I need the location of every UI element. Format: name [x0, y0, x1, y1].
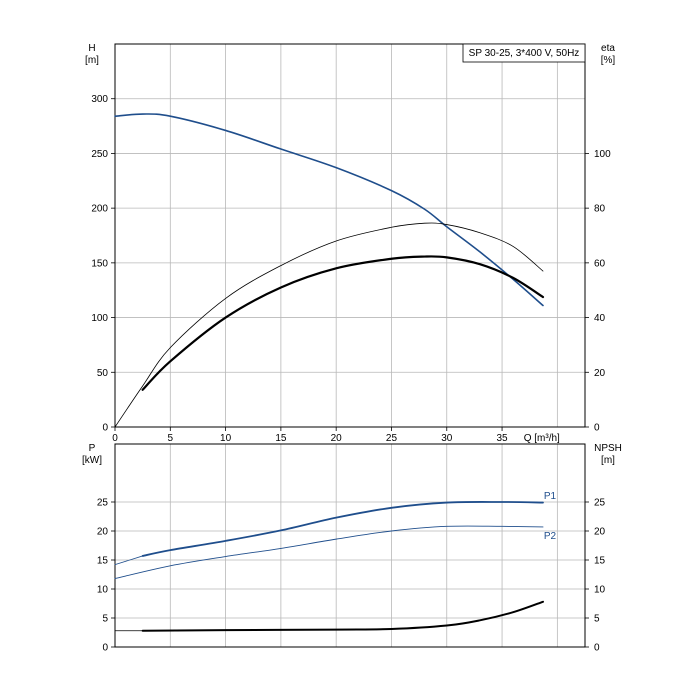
head-panel-left-tick-label: 100: [91, 313, 108, 324]
head-panel-grid: [115, 44, 585, 427]
power-panel-frame: [114, 443, 586, 648]
power-panel-series-line-1: [141, 501, 544, 557]
power-panel-grid: [115, 444, 585, 647]
power-panel-left-tick-label: 0: [102, 643, 108, 654]
x-tick-label: 15: [275, 433, 287, 444]
power-panel-left-tick-label: 15: [97, 556, 109, 567]
power-panel-left-tick-label: 10: [97, 585, 109, 596]
power-panel-right-tick-label: 10: [594, 585, 606, 596]
head-panel-right-tick-label: 20: [594, 368, 606, 379]
head-panel-right-tick-label: 60: [594, 258, 606, 269]
head-panel-series-line-1: [114, 222, 544, 428]
power-panel-right-tick-label: 20: [594, 527, 606, 538]
x-tick-label: 10: [220, 433, 232, 444]
head-panel-left-tick-label: 250: [91, 149, 108, 160]
head-panel-right-tick-label: 0: [594, 423, 600, 434]
head-panel-frame: [114, 43, 586, 428]
power-panel-left-axis-unit: [kW]: [82, 455, 102, 466]
power-panel-left-axis-title: P: [89, 443, 96, 454]
x-axis-title: Q [m³/h]: [524, 433, 560, 444]
head-panel-right-tick-label: 80: [594, 204, 606, 215]
x-tick-label: 25: [386, 433, 398, 444]
power-panel-right-axis-unit: [m]: [601, 455, 615, 466]
x-tick-label: 35: [496, 433, 508, 444]
x-tick-label: 5: [168, 433, 174, 444]
head-panel-left-tick-label: 150: [91, 258, 108, 269]
series-label-p1: P1: [544, 491, 557, 502]
x-tick-label: 30: [441, 433, 453, 444]
power-panel-series-line-4: [141, 600, 544, 632]
x-tick-label: 20: [331, 433, 343, 444]
power-panel-left-tick-label: 25: [97, 498, 109, 509]
power-panel-right-tick-label: 15: [594, 556, 606, 567]
head-panel-right-axis-title: eta: [601, 43, 615, 54]
head-panel-series-line-2: [141, 255, 545, 391]
head-panel-left-axis-title: H: [88, 43, 95, 54]
power-panel-right-tick-label: 0: [594, 643, 600, 654]
legend-box: SP 30-25, 3*400 V, 50Hz: [462, 43, 586, 63]
head-panel-left-tick-label: 300: [91, 94, 108, 105]
head-panel-right-tick-label: 40: [594, 313, 606, 324]
head-panel-right-axis-unit: [%]: [601, 55, 616, 66]
head-panel-series-line-0: [114, 113, 544, 307]
head-panel-left-tick-label: 200: [91, 204, 108, 215]
head-panel-left-tick-label: 0: [102, 423, 108, 434]
head-panel-left-axis-unit: [m]: [85, 55, 99, 66]
power-panel-right-tick-label: 25: [594, 498, 606, 509]
head-panel-right-tick-label: 100: [594, 149, 611, 160]
power-panel-right-axis-title: NPSH: [594, 443, 622, 454]
power-panel-series-line-0: [114, 555, 144, 566]
legend-text: SP 30-25, 3*400 V, 50Hz: [469, 48, 580, 59]
legend-frame: [462, 43, 586, 63]
power-panel-left-tick-label: 5: [102, 614, 108, 625]
power-panel-series-line-2: [114, 525, 544, 580]
series-label-p2: P2: [544, 531, 557, 542]
head-panel-left-tick-label: 50: [97, 368, 109, 379]
power-panel-right-tick-label: 5: [594, 614, 600, 625]
x-tick-label: 0: [112, 433, 118, 444]
power-panel-left-tick-label: 20: [97, 527, 109, 538]
